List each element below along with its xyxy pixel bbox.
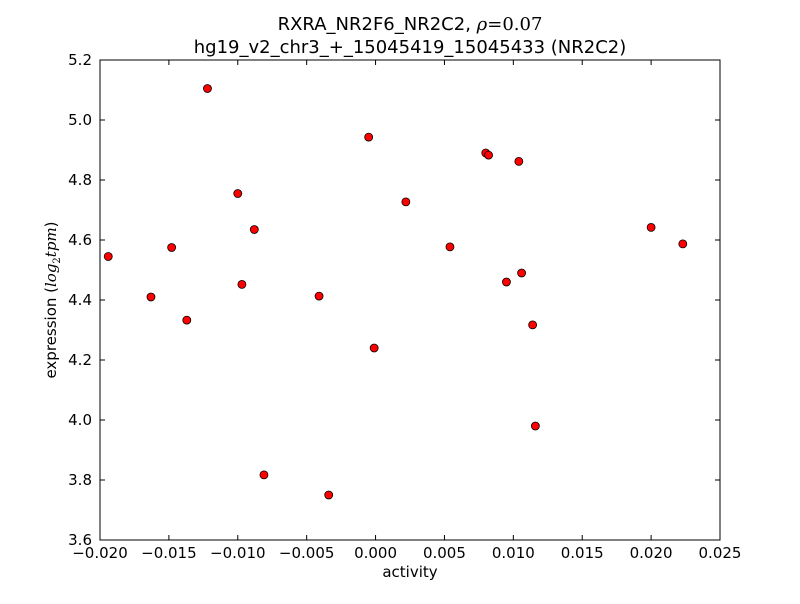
axis-ticks: −0.020 −0.015 −0.010 −0.005 0.000 0.005 0.010 0… xyxy=(68,51,741,562)
x-tick-label: 0.020 xyxy=(630,544,673,562)
scatter-point xyxy=(146,292,156,302)
scatter-point xyxy=(401,197,411,207)
scatter-point xyxy=(237,279,247,289)
plot-area-frame xyxy=(99,59,721,541)
scatter-point xyxy=(314,291,324,301)
scatter-point xyxy=(203,84,212,93)
y-tick-label: 4.4 xyxy=(68,291,92,309)
scatter-point xyxy=(514,156,524,166)
scatter-point xyxy=(369,343,379,353)
scatter-point xyxy=(103,252,113,261)
x-tick-label: −0.015 xyxy=(141,544,197,562)
x-tick-label: 0.015 xyxy=(561,544,604,562)
x-tick-label: −0.010 xyxy=(210,544,266,562)
y-tick-label: 5.0 xyxy=(68,111,92,129)
x-tick-label: 0.000 xyxy=(354,544,397,562)
y-tick-label: 4.8 xyxy=(68,171,92,189)
x-tick-label: −0.005 xyxy=(279,544,335,562)
y-tick-label: 4.6 xyxy=(68,231,92,249)
x-axis-label: activity xyxy=(382,563,437,581)
y-tick-label: 4.2 xyxy=(68,351,92,369)
x-tick-label: 0.005 xyxy=(423,544,466,562)
chart-title-line2: hg19_v2_chr3_+_15045419_15045433 (NR2C2) xyxy=(194,37,627,58)
scatter-point xyxy=(259,470,269,480)
scatter-point xyxy=(678,239,688,249)
scatter-point xyxy=(445,242,455,252)
chart-title-line1: RXRA_NR2F6_NR2C2, ρ=0.07 xyxy=(278,14,543,35)
scatter-point xyxy=(182,315,192,325)
y-tick-label: 3.8 xyxy=(68,471,92,489)
scatter-point xyxy=(167,243,177,252)
scatter-point xyxy=(517,268,526,278)
x-tick-label: −0.020 xyxy=(72,544,128,562)
scatter-point xyxy=(249,225,259,234)
scatter-point xyxy=(324,490,334,500)
scatter-point xyxy=(530,421,540,431)
y-tick-label: 3.6 xyxy=(68,531,92,549)
data-points xyxy=(103,84,688,500)
scatter-point xyxy=(646,222,656,232)
y-tick-label: 4.0 xyxy=(68,411,92,429)
scatter-point xyxy=(364,132,374,142)
x-tick-label: 0.025 xyxy=(699,544,742,562)
scatter-point xyxy=(528,320,538,330)
y-tick-label: 5.2 xyxy=(68,51,92,69)
scatter-point xyxy=(502,277,511,287)
scatter-point xyxy=(233,189,243,198)
y-axis-label: expression (log2tpm) xyxy=(42,221,63,378)
scatter-point xyxy=(484,150,493,160)
x-tick-label: 0.010 xyxy=(492,544,535,562)
